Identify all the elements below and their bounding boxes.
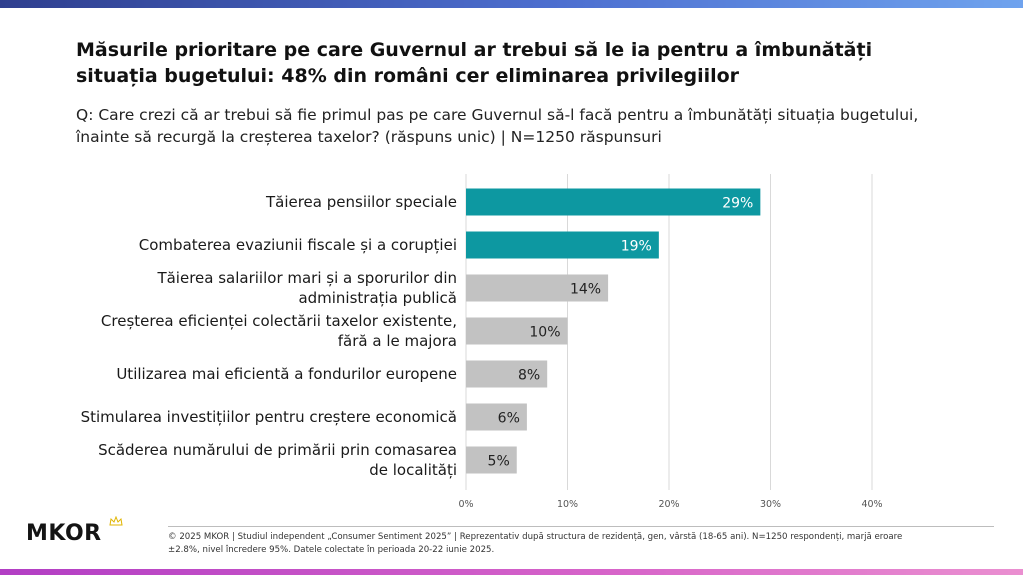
bar-value-label: 6% bbox=[498, 411, 520, 427]
bar bbox=[466, 231, 659, 259]
page-title: Măsurile prioritare pe care Guvernul ar … bbox=[76, 39, 873, 87]
x-tick-label: 0% bbox=[458, 499, 473, 510]
bar-value-label: 10% bbox=[529, 325, 560, 341]
category-label-line: Creșterea eficienței colectării taxelor … bbox=[101, 312, 457, 330]
x-tick-label: 10% bbox=[557, 499, 578, 510]
category-label-line: de localități bbox=[369, 461, 457, 479]
category-label: Tăierea salariilor mari și a sporurilor … bbox=[156, 269, 457, 307]
bottom-accent-bar bbox=[0, 569, 1023, 575]
bar-chart: 29% 19% 14% 10% 8% 6% 5% Tăierea pensiilor spe… bbox=[81, 174, 883, 510]
bar bbox=[466, 317, 568, 345]
footer-divider bbox=[168, 526, 994, 527]
x-tick-label: 30% bbox=[760, 499, 781, 510]
x-tick-label: 20% bbox=[658, 499, 679, 510]
x-axis-ticks: 0% 10% 20% 30% 40% bbox=[458, 499, 882, 510]
category-label-line: Tăierea salariilor mari și a sporurilor … bbox=[156, 269, 457, 287]
bar-value-label: 8% bbox=[518, 368, 540, 384]
category-label: Utilizarea mai eficientă a fondurilor eu… bbox=[116, 365, 457, 383]
footer-note-line-1: © 2025 MKOR | Studiul independent „Consu… bbox=[168, 532, 903, 542]
category-label: Tăierea pensiilor speciale bbox=[265, 193, 457, 211]
bar-value-label: 19% bbox=[621, 239, 652, 255]
brand-logo: MKOR bbox=[26, 516, 126, 551]
crown-icon bbox=[109, 516, 123, 526]
top-accent-bar bbox=[0, 0, 1023, 8]
category-label-line: Combaterea evaziunii fiscale și a corupț… bbox=[139, 236, 457, 254]
bar-value-label: 14% bbox=[570, 282, 601, 298]
bar bbox=[466, 360, 548, 388]
category-label-line: Tăierea pensiilor speciale bbox=[265, 193, 457, 211]
category-label-line: fără a le majora bbox=[338, 332, 457, 350]
footer-note-line-2: ±2.8%, nivel încredere 95%. Datele colec… bbox=[168, 545, 495, 555]
category-label: Combaterea evaziunii fiscale și a corupț… bbox=[139, 236, 457, 254]
x-tick-label: 40% bbox=[861, 499, 882, 510]
footer-note: © 2025 MKOR | Studiul independent „Consu… bbox=[168, 531, 998, 557]
category-label-line: Stimularea investițiilor pentru creștere… bbox=[81, 408, 457, 426]
logo-text: MKOR bbox=[26, 521, 102, 546]
bar bbox=[466, 188, 761, 216]
bar bbox=[466, 403, 527, 431]
category-label-line: Utilizarea mai eficientă a fondurilor eu… bbox=[116, 365, 457, 383]
category-label: Stimularea investițiilor pentru creștere… bbox=[81, 408, 457, 426]
bars: 29% 19% 14% 10% 8% 6% 5% bbox=[466, 188, 761, 474]
category-label-line: Scăderea numărului de primării prin coma… bbox=[98, 441, 457, 459]
bar bbox=[466, 446, 517, 474]
category-label: Creșterea eficienței colectării taxelor … bbox=[101, 312, 457, 350]
category-labels: Tăierea pensiilor speciale Combaterea eva… bbox=[81, 193, 457, 479]
bar bbox=[466, 274, 609, 302]
survey-question: Q: Care crezi că ar trebui să fie primul… bbox=[76, 106, 919, 146]
category-label: Scăderea numărului de primării prin coma… bbox=[98, 441, 457, 479]
bar-value-label: 29% bbox=[722, 196, 753, 212]
bar-value-label: 5% bbox=[488, 454, 510, 470]
category-label-line: administrația publică bbox=[298, 289, 457, 307]
